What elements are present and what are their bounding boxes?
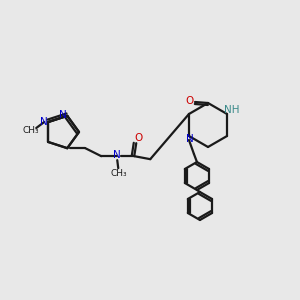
Text: N: N (186, 134, 194, 144)
Text: N: N (40, 117, 48, 127)
Text: O: O (185, 96, 193, 106)
Text: NH: NH (224, 105, 240, 115)
Text: N: N (113, 150, 121, 160)
Text: CH₃: CH₃ (23, 125, 40, 134)
Text: CH₃: CH₃ (111, 169, 128, 178)
Text: N: N (59, 110, 67, 120)
Text: O: O (134, 133, 142, 143)
